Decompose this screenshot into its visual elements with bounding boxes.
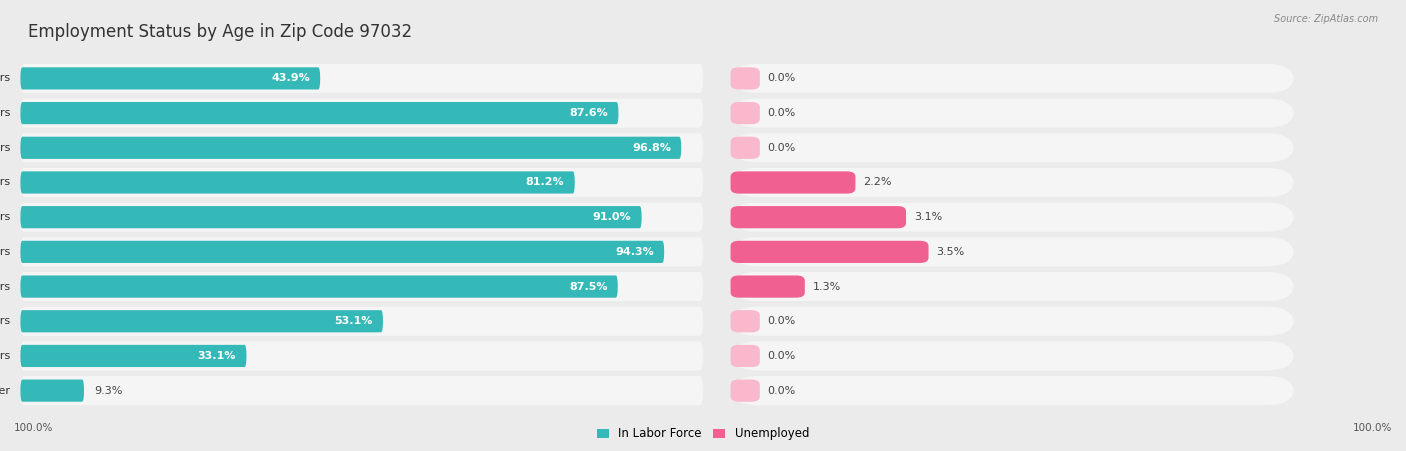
FancyBboxPatch shape xyxy=(21,241,664,263)
Text: 2.2%: 2.2% xyxy=(863,178,891,188)
FancyBboxPatch shape xyxy=(21,133,703,162)
Text: 60 to 64 Years: 60 to 64 Years xyxy=(0,316,10,326)
Text: 87.5%: 87.5% xyxy=(569,281,607,291)
FancyBboxPatch shape xyxy=(731,237,1294,267)
Text: 0.0%: 0.0% xyxy=(768,316,796,326)
FancyBboxPatch shape xyxy=(731,67,759,89)
Text: 1.3%: 1.3% xyxy=(813,281,841,291)
FancyBboxPatch shape xyxy=(21,345,246,367)
FancyBboxPatch shape xyxy=(21,310,382,332)
FancyBboxPatch shape xyxy=(731,171,855,193)
Text: 25 to 29 Years: 25 to 29 Years xyxy=(0,143,10,153)
Text: 65 to 74 Years: 65 to 74 Years xyxy=(0,351,10,361)
Text: 30 to 34 Years: 30 to 34 Years xyxy=(0,178,10,188)
FancyBboxPatch shape xyxy=(731,276,804,298)
FancyBboxPatch shape xyxy=(731,272,1294,301)
Text: 43.9%: 43.9% xyxy=(271,74,309,83)
FancyBboxPatch shape xyxy=(731,206,905,228)
Text: 100.0%: 100.0% xyxy=(14,423,53,433)
FancyBboxPatch shape xyxy=(731,168,1294,197)
FancyBboxPatch shape xyxy=(21,168,703,197)
FancyBboxPatch shape xyxy=(21,276,617,298)
FancyBboxPatch shape xyxy=(731,376,1294,405)
FancyBboxPatch shape xyxy=(21,237,703,267)
FancyBboxPatch shape xyxy=(21,102,619,124)
FancyBboxPatch shape xyxy=(21,341,703,371)
FancyBboxPatch shape xyxy=(731,380,759,402)
FancyBboxPatch shape xyxy=(21,202,703,232)
Text: 53.1%: 53.1% xyxy=(335,316,373,326)
Text: Employment Status by Age in Zip Code 97032: Employment Status by Age in Zip Code 970… xyxy=(28,23,412,41)
FancyBboxPatch shape xyxy=(21,380,84,402)
FancyBboxPatch shape xyxy=(731,98,1294,128)
Text: 3.1%: 3.1% xyxy=(914,212,942,222)
Text: 75 Years and over: 75 Years and over xyxy=(0,386,10,396)
Text: 55 to 59 Years: 55 to 59 Years xyxy=(0,281,10,291)
Text: Source: ZipAtlas.com: Source: ZipAtlas.com xyxy=(1274,14,1378,23)
Text: 3.5%: 3.5% xyxy=(936,247,965,257)
Text: 91.0%: 91.0% xyxy=(593,212,631,222)
FancyBboxPatch shape xyxy=(731,307,1294,336)
FancyBboxPatch shape xyxy=(731,241,928,263)
FancyBboxPatch shape xyxy=(21,206,641,228)
FancyBboxPatch shape xyxy=(21,307,703,336)
FancyBboxPatch shape xyxy=(731,137,759,159)
Text: 0.0%: 0.0% xyxy=(768,143,796,153)
Text: 0.0%: 0.0% xyxy=(768,386,796,396)
FancyBboxPatch shape xyxy=(731,345,759,367)
FancyBboxPatch shape xyxy=(21,64,703,93)
FancyBboxPatch shape xyxy=(21,376,703,405)
FancyBboxPatch shape xyxy=(731,341,1294,371)
Text: 9.3%: 9.3% xyxy=(94,386,122,396)
FancyBboxPatch shape xyxy=(731,64,1294,93)
FancyBboxPatch shape xyxy=(21,98,703,128)
FancyBboxPatch shape xyxy=(21,272,703,301)
Text: 0.0%: 0.0% xyxy=(768,74,796,83)
FancyBboxPatch shape xyxy=(21,137,682,159)
FancyBboxPatch shape xyxy=(21,67,321,89)
Legend: In Labor Force, Unemployed: In Labor Force, Unemployed xyxy=(592,423,814,445)
Text: 16 to 19 Years: 16 to 19 Years xyxy=(0,74,10,83)
Text: 45 to 54 Years: 45 to 54 Years xyxy=(0,247,10,257)
FancyBboxPatch shape xyxy=(731,133,1294,162)
Text: 81.2%: 81.2% xyxy=(526,178,564,188)
Text: 96.8%: 96.8% xyxy=(633,143,671,153)
Text: 35 to 44 Years: 35 to 44 Years xyxy=(0,212,10,222)
Text: 0.0%: 0.0% xyxy=(768,351,796,361)
Text: 100.0%: 100.0% xyxy=(1353,423,1392,433)
FancyBboxPatch shape xyxy=(731,102,759,124)
FancyBboxPatch shape xyxy=(21,171,575,193)
FancyBboxPatch shape xyxy=(731,202,1294,232)
Text: 87.6%: 87.6% xyxy=(569,108,609,118)
Text: 0.0%: 0.0% xyxy=(768,108,796,118)
Text: 94.3%: 94.3% xyxy=(614,247,654,257)
Text: 20 to 24 Years: 20 to 24 Years xyxy=(0,108,10,118)
FancyBboxPatch shape xyxy=(731,310,759,332)
Text: 33.1%: 33.1% xyxy=(198,351,236,361)
